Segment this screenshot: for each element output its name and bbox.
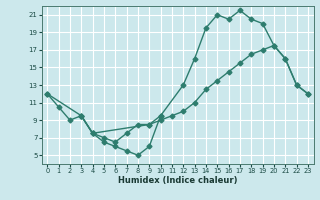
X-axis label: Humidex (Indice chaleur): Humidex (Indice chaleur) (118, 176, 237, 185)
